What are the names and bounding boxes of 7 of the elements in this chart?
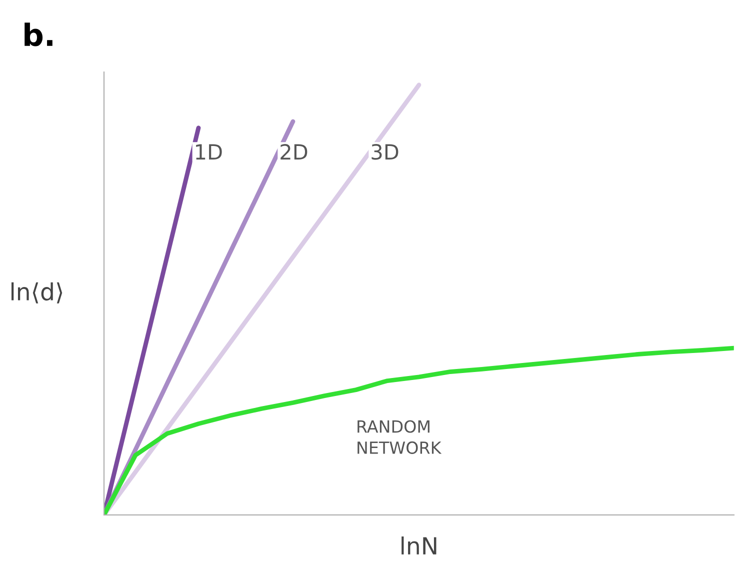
chart-title: b. [24,22,52,46]
series-label: RANDOM NETWORK [358,420,442,454]
series-label: 1D [196,144,222,160]
series-label: 2D [280,144,308,160]
y-axis-title: ln⟨d⟩ [12,282,62,304]
x-axis-title: lnN [402,536,436,554]
series-label: 3D [372,144,398,160]
